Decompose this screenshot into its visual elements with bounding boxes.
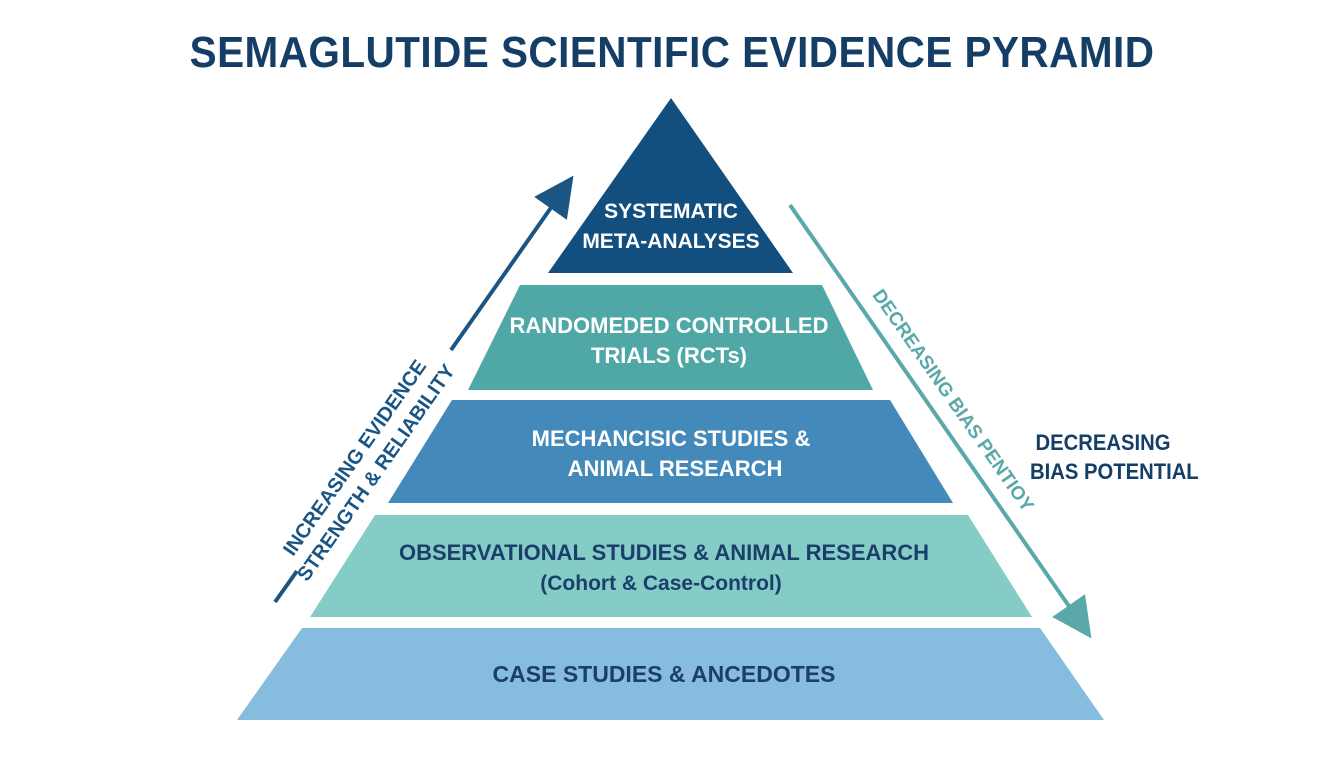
tier-observational-studies [310,515,1032,617]
tier-systematic-meta-analyses [548,98,793,273]
tier-randomized-controlled-trials [468,285,873,390]
right-arrow-down-icon [788,203,1092,639]
tier-1-label-line-2: META-ANALYSES [582,230,759,253]
tier-3-label-line-2: ANIMAL RESEARCH [568,456,783,481]
side-label-line-1: DECREASING [1035,430,1171,455]
tier-mechanistic-studies [388,400,953,503]
tier-case-studies [237,628,1104,720]
tier-4-label-line-1: OBSERVATIONAL STUDIES & ANIMAL RESEARCH [399,540,929,565]
left-arrow-up-icon [449,175,574,352]
tier-2-label-line-2: TRIALS (RCTs) [591,343,747,368]
tier-2-label-line-1: RANDOMEDED CONTROLLED [510,313,829,338]
tier-1-label-line-1: SYSTEMATIC [604,200,738,223]
tier-4-label-line-2: (Cohort & Case-Control) [540,572,781,595]
left-arrow-tail [273,569,299,604]
tier-5-label: CASE STUDIES & ANCEDOTES [493,661,836,687]
side-label: DECREASING BIAS POTENTIAL [1030,428,1199,486]
page-title: SEMAGLUTIDE SCIENTIFIC EVIDENCE PYRAMID [189,28,1155,77]
side-label-line-2: BIAS POTENTIAL [1030,459,1199,484]
tier-3-label-line-1: MECHANCISIC STUDIES & [532,426,811,451]
